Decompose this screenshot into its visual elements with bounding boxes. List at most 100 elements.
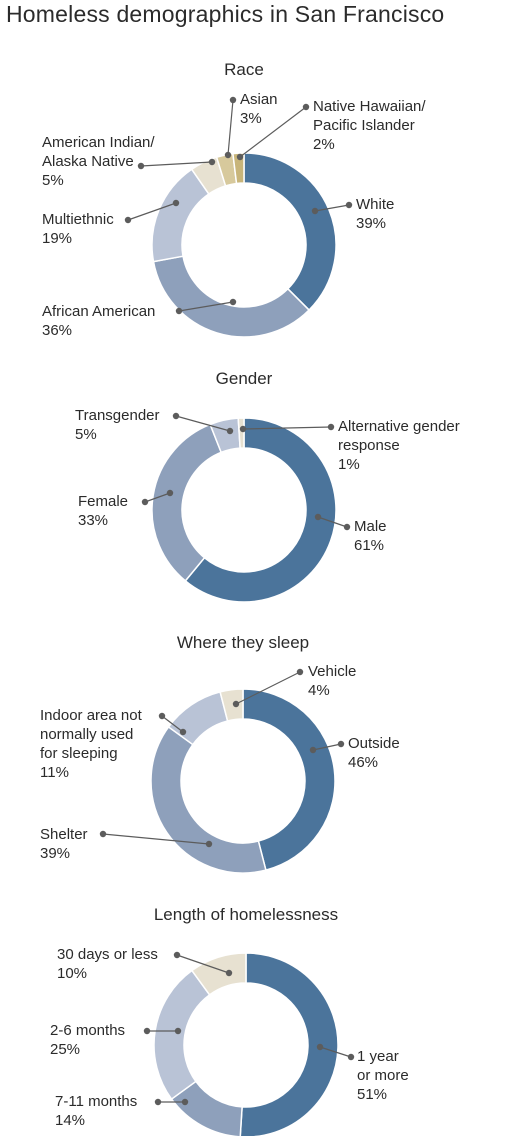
leader-end-dot-african-american (229, 298, 237, 306)
leader-dot-30-days-or-less (173, 951, 181, 959)
chart-title: Where they sleep (177, 633, 309, 652)
leader-dot-asian (229, 96, 237, 104)
leader-line-white (314, 204, 350, 212)
slice-label-line: Native Hawaiian/ (313, 98, 426, 115)
slice-label-line: 2% (313, 136, 335, 153)
slice-label-line: 14% (55, 1112, 85, 1129)
slice-label-line: 4% (308, 682, 330, 699)
slice-label-asian: Asian 3% (240, 91, 278, 127)
slice-shelter (150, 725, 267, 874)
leader-line-american-indian-alaska-native (140, 161, 213, 167)
leader-end-dot-american-indian-alaska-native (208, 158, 216, 166)
slice-label-native-hawaiian-pacific-islander: Native Hawaiian/Pacific Islander 2% (313, 98, 426, 153)
slice-label-line: 5% (75, 426, 97, 443)
slice-label-outside: Outside 46% (348, 735, 400, 771)
leader-line-male (317, 516, 348, 528)
slice-label-line: Male (354, 518, 387, 535)
leader-dot-alternative-gender-response (327, 423, 335, 431)
slice-label-multiethnic: Multiethnic 19% (42, 211, 114, 247)
slice-label-alternative-gender-response: Alternative gender response 1% (338, 418, 460, 473)
slice-label-line: or more (357, 1067, 409, 1084)
leader-end-dot-indoor-area-not-normally-used-for-sleeping (179, 728, 187, 736)
leader-end-dot-multiethnic (172, 199, 180, 207)
homelessness-length-donut-chart: Length of homelessness 1 year or more 51% 7-… (50, 905, 409, 1136)
leader-line-multiethnic (127, 202, 177, 221)
leader-line-female (144, 492, 171, 503)
slice-label-line: 11% (40, 764, 69, 781)
slice-label-line: 46% (348, 754, 378, 771)
slice-2-6-months (153, 969, 211, 1101)
leader-dot-outside (337, 740, 345, 748)
slice-label-line: American Indian/ (42, 134, 155, 151)
slice-label-transgender: Transgender 5% (75, 407, 160, 443)
leader-end-dot-shelter (205, 840, 213, 848)
slice-label-line: 7-11 months (55, 1093, 137, 1110)
leader-line-outside (312, 743, 342, 751)
slice-label-line: Transgender (75, 407, 160, 424)
leader-end-dot-1-year-or-more (316, 1043, 324, 1051)
gender-donut-chart: Gender Male 61% Female 33% Transgender 5% Alter… (75, 369, 460, 603)
leader-dot-shelter (99, 830, 107, 838)
slice-african-american (152, 255, 311, 338)
leader-dot-vehicle (296, 668, 304, 676)
leader-end-dot-asian (224, 151, 232, 159)
leader-end-dot-native-hawaiian-pacific-islander (236, 153, 244, 161)
leader-dot-african-american (175, 307, 183, 315)
slice-label-line: for sleeping (40, 745, 118, 762)
slice-label-line: 5% (42, 172, 64, 189)
slice-1-year-or-more (239, 952, 339, 1136)
slice-label-line: Alternative gender (338, 418, 460, 435)
leader-dot-native-hawaiian-pacific-islander (302, 103, 310, 111)
slice-label-line: 1 year (357, 1048, 399, 1065)
slice-vehicle (219, 688, 244, 722)
slice-label-line: 1% (338, 456, 360, 473)
leader-line-indoor-area-not-normally-used-for-sleeping (161, 715, 184, 733)
leader-dot-indoor-area-not-normally-used-for-sleeping (158, 712, 166, 720)
slice-label-line: 30 days or less (57, 946, 158, 963)
slice-label-american-indian-alaska-native: American Indian/Alaska Native 5% (42, 134, 155, 189)
slice-label-indoor-area-not-normally-used-for-sleeping: Indoor area not normally used for sleeping… (40, 707, 143, 781)
leader-end-dot-white (311, 207, 319, 215)
slice-label-vehicle: Vehicle 4% (308, 663, 356, 699)
slice-outside (242, 688, 336, 872)
leader-line-transgender (175, 415, 231, 432)
race-donut-chart: Race White 39% African American 36% Multiethn… (42, 60, 426, 339)
leader-end-dot-transgender (226, 427, 234, 435)
leader-end-dot-outside (309, 746, 317, 754)
leader-line-african-american (178, 301, 234, 312)
leader-line-vehicle (235, 671, 301, 705)
slice-label-line: 51% (357, 1086, 387, 1103)
slice-white (243, 152, 337, 312)
slice-label-line: 19% (42, 230, 72, 247)
leader-end-dot-male (314, 513, 322, 521)
leader-line-native-hawaiian-pacific-islander (239, 106, 307, 158)
slice-label-line: 10% (57, 965, 87, 982)
slice-label-line: Pacific Islander (313, 117, 415, 134)
slice-label-line: normally used (40, 726, 133, 743)
slice-label-line: Vehicle (308, 663, 356, 680)
slice-label-line: Alaska Native (42, 153, 134, 170)
leader-dot-multiethnic (124, 216, 132, 224)
slice-native-hawaiian-pacific-islander (232, 152, 245, 185)
slice-label-white: White 39% (356, 196, 394, 232)
leader-end-dot-2-6-months (174, 1027, 182, 1035)
leader-end-dot-30-days-or-less (225, 969, 233, 977)
leader-end-dot-alternative-gender-response (239, 425, 247, 433)
leader-end-dot-vehicle (232, 700, 240, 708)
sleep-location-donut-chart: Where they sleep Outside 46% Shelter 39% Indo… (40, 633, 400, 874)
slice-label-male: Male 61% (354, 518, 387, 554)
slice-label-line: response (338, 437, 400, 454)
leader-dot-white (345, 201, 353, 209)
slice-label-line: 2-6 months (50, 1022, 125, 1039)
leader-dot-american-indian-alaska-native (137, 162, 145, 170)
slice-label-african-american: African American 36% (42, 303, 155, 339)
slice-label-line: Shelter (40, 826, 88, 843)
slice-alternative-gender-response (237, 417, 245, 449)
slice-female (151, 423, 223, 582)
slice-label-line: 36% (42, 322, 72, 339)
slice-label-line: 39% (40, 845, 70, 862)
slice-label-line: White (356, 196, 394, 213)
slice-label-30-days-or-less: 30 days or less 10% (57, 946, 158, 982)
leader-dot-7-11-months (154, 1098, 162, 1106)
slice-label-line: 61% (354, 537, 384, 554)
